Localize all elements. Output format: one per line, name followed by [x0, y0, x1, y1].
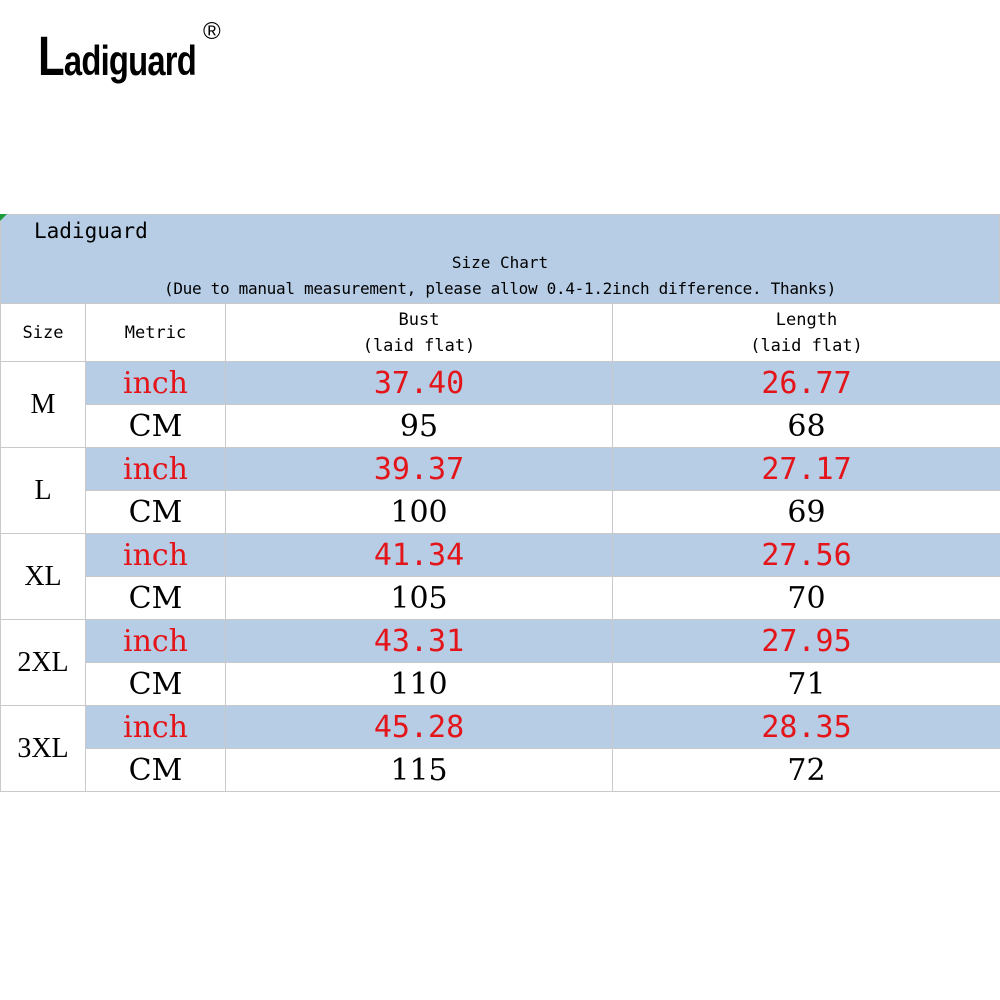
table-row-cm: CM 100 69	[1, 490, 1000, 534]
metric-inch-label: inch	[85, 447, 226, 491]
length-cm-value: 69	[612, 490, 1000, 534]
measurement-note: (Due to manual measurement, please allow…	[164, 279, 836, 298]
length-inch-value: 27.56	[612, 533, 1000, 577]
header-length-sub: (laid flat)	[750, 335, 863, 356]
brand-logo: Ladiguard	[38, 28, 197, 84]
size-label: M	[0, 361, 86, 448]
header-bust: Bust (laid flat)	[225, 303, 613, 362]
length-cm-value: 72	[612, 748, 1000, 792]
table-row-cm: CM 105 70	[1, 576, 1000, 620]
size-chart-header: Ladiguard Size Chart (Due to manual meas…	[0, 214, 1000, 303]
size-chart: Ladiguard Size Chart (Due to manual meas…	[0, 214, 1000, 792]
length-cm-value: 71	[612, 662, 1000, 706]
logo-text: adiguard	[63, 37, 197, 84]
table-row-cm: CM 115 72	[1, 748, 1000, 792]
metric-cm-label: CM	[85, 490, 226, 534]
length-inch-value: 27.17	[612, 447, 1000, 491]
bust-cm-value: 110	[225, 662, 613, 706]
metric-cm-label: CM	[85, 404, 226, 448]
logo-initial: L	[38, 24, 65, 87]
size-label: XL	[0, 533, 86, 620]
header-bust-sub: (laid flat)	[362, 335, 476, 356]
header-size: Size	[0, 303, 86, 362]
bust-inch-value: 37.40	[225, 361, 613, 405]
header-length: Length (laid flat)	[612, 303, 1000, 362]
metric-cm-label: CM	[85, 576, 226, 620]
table-row-inch: XL inch 41.34 27.56	[0, 533, 1000, 620]
table-row-inch: 2XL inch 43.31 27.95	[0, 619, 1000, 706]
metric-cm-label: CM	[85, 662, 226, 706]
length-inch-value: 28.35	[612, 705, 1000, 749]
bust-cm-value: 100	[225, 490, 613, 534]
metric-inch-label: inch	[85, 705, 226, 749]
table-row-cm: CM 110 71	[1, 662, 1000, 706]
header-bust-title: Bust	[398, 309, 440, 330]
size-table: Size Metric Bust (laid flat) Length (laid …	[0, 303, 1000, 792]
size-label: 3XL	[0, 705, 86, 792]
bust-inch-value: 41.34	[225, 533, 613, 577]
chart-brand: Ladiguard	[34, 219, 148, 243]
header-metric: Metric	[85, 303, 226, 362]
bust-inch-value: 39.37	[225, 447, 613, 491]
chart-title: Size Chart	[451, 253, 549, 272]
header-length-title: Length	[775, 309, 838, 330]
length-inch-value: 26.77	[612, 361, 1000, 405]
metric-inch-label: inch	[85, 361, 226, 405]
bust-inch-value: 45.28	[225, 705, 613, 749]
bust-inch-value: 43.31	[225, 619, 613, 663]
metric-inch-label: inch	[85, 533, 226, 577]
size-label: L	[0, 447, 86, 534]
table-row-inch: 3XL inch 45.28 28.35	[0, 705, 1000, 792]
corner-mark	[0, 214, 7, 221]
column-header-row: Size Metric Bust (laid flat) Length (laid …	[0, 303, 1000, 362]
metric-cm-label: CM	[85, 748, 226, 792]
bust-cm-value: 115	[225, 748, 613, 792]
metric-inch-label: inch	[85, 619, 226, 663]
length-cm-value: 70	[612, 576, 1000, 620]
bust-cm-value: 95	[225, 404, 613, 448]
size-label: 2XL	[0, 619, 86, 706]
length-inch-value: 27.95	[612, 619, 1000, 663]
bust-cm-value: 105	[225, 576, 613, 620]
length-cm-value: 68	[612, 404, 1000, 448]
table-row-cm: CM 95 68	[1, 404, 1000, 448]
registered-mark: ®	[203, 18, 221, 45]
